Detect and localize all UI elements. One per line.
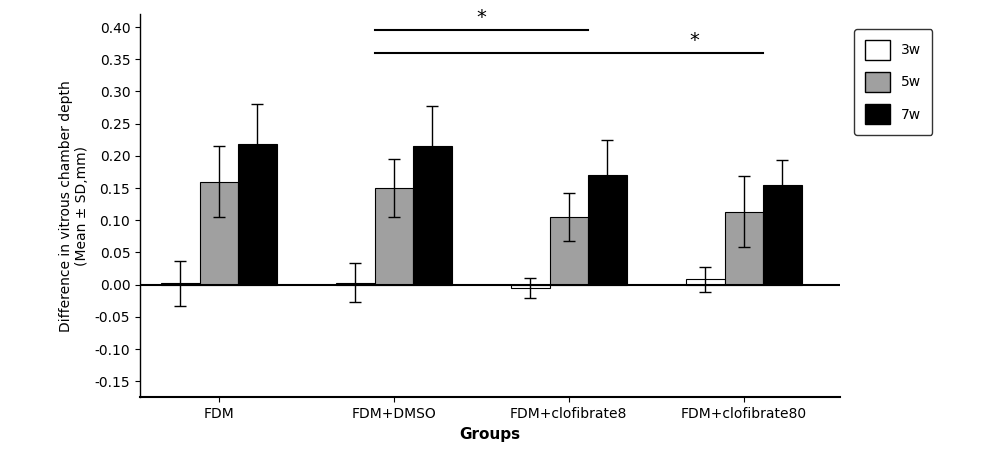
Bar: [686, 280, 724, 285]
Bar: [550, 217, 588, 285]
Bar: [724, 212, 763, 285]
Bar: [763, 185, 802, 285]
Y-axis label: Difference in vitrous chamber depth
(Mean ± SD,mm): Difference in vitrous chamber depth (Mea…: [59, 80, 89, 332]
Bar: [161, 283, 200, 285]
Legend: 3w, 5w, 7w: 3w, 5w, 7w: [854, 29, 932, 135]
Bar: [413, 146, 452, 285]
Bar: [511, 285, 550, 288]
Text: *: *: [690, 31, 700, 50]
Bar: [238, 144, 276, 285]
Bar: [588, 175, 626, 285]
Text: *: *: [476, 8, 486, 27]
X-axis label: Groups: Groups: [459, 427, 521, 442]
Bar: [374, 188, 413, 285]
Bar: [336, 283, 374, 285]
Bar: [200, 182, 238, 285]
